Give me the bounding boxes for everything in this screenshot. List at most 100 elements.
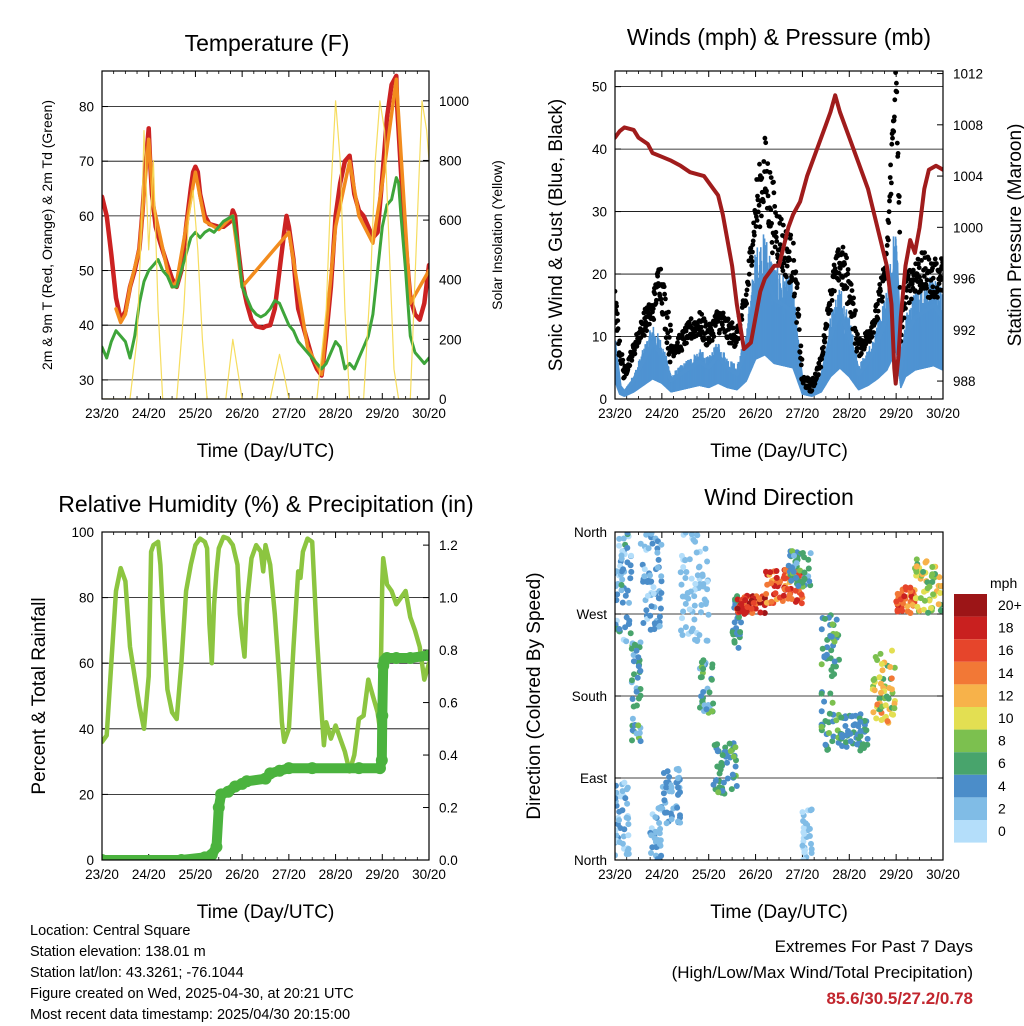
direction-point <box>924 585 931 592</box>
colorbar: mph 20+ 18 16 14 12 10 8 6 4 2 0 <box>954 575 1022 843</box>
gust-point <box>887 198 892 204</box>
gust-point <box>754 218 760 223</box>
direction-point <box>692 538 699 545</box>
direction-point <box>871 676 878 682</box>
direction-point <box>891 664 898 671</box>
gust-point <box>822 339 828 345</box>
y-tick-label: 100 <box>71 525 94 540</box>
gust-point <box>827 302 833 307</box>
series-relative-humidity <box>102 534 429 774</box>
direction-point <box>637 639 644 646</box>
y-tick-right-label: 0.4 <box>439 748 458 763</box>
direction-point <box>843 743 850 750</box>
gust-point <box>709 338 715 343</box>
gust-point <box>884 243 890 248</box>
precip-point <box>376 709 389 722</box>
gust-point <box>751 220 756 226</box>
colorbar-label: 4 <box>998 778 1006 794</box>
colorbar-swatch <box>954 820 987 843</box>
gust-point <box>764 188 769 194</box>
direction-point <box>857 728 864 734</box>
gust-point <box>886 209 892 215</box>
gust-point <box>921 274 927 279</box>
direction-point <box>818 723 825 730</box>
gust-point <box>859 351 864 356</box>
direction-point <box>627 630 634 637</box>
direction-point <box>705 611 712 618</box>
direction-point <box>666 774 673 780</box>
direction-point <box>722 744 729 751</box>
direction-point <box>663 820 670 827</box>
direction-point <box>864 741 871 748</box>
direction-point <box>801 554 808 561</box>
direction-point <box>616 626 623 632</box>
direction-point <box>795 583 802 589</box>
gust-point <box>875 308 881 314</box>
y-tick-label: North <box>574 853 607 868</box>
direction-point <box>619 788 626 795</box>
direction-point <box>662 809 668 816</box>
plot-area <box>102 534 429 860</box>
direction-point <box>698 674 705 681</box>
gust-point <box>619 352 625 357</box>
direction-point <box>633 688 640 695</box>
gust-point <box>765 193 771 199</box>
direction-point <box>616 808 623 815</box>
direction-point <box>688 628 695 635</box>
gust-point <box>765 161 771 167</box>
gust-point <box>746 271 752 277</box>
direction-point <box>863 727 870 734</box>
direction-point <box>731 638 738 644</box>
gust-point <box>627 363 633 368</box>
direction-point <box>902 584 909 591</box>
direction-point <box>686 556 693 563</box>
precip-point <box>212 801 225 814</box>
direction-point <box>643 532 650 538</box>
extremes-title: Extremes For Past 7 Days <box>774 937 973 956</box>
extremes-subtitle: (High/Low/Max Wind/Total Precipitation) <box>671 963 973 982</box>
gust-point <box>617 338 623 344</box>
colorbar-label: 10 <box>998 710 1014 726</box>
direction-point <box>616 839 623 846</box>
gust-point <box>910 267 916 273</box>
x-tick-label: 25/20 <box>179 406 213 421</box>
direction-point <box>655 556 662 563</box>
y-tick-label: 0 <box>599 392 607 407</box>
gust-point <box>662 291 667 297</box>
direction-point <box>937 590 943 596</box>
direction-point <box>727 748 734 755</box>
direction-point <box>831 638 838 645</box>
y-tick-right-label: 1008 <box>953 118 983 133</box>
direction-point <box>679 632 686 638</box>
gust-point <box>878 288 883 294</box>
direction-point <box>833 717 840 724</box>
direction-point <box>615 568 620 575</box>
direction-point <box>637 667 644 674</box>
gust-point <box>894 89 900 95</box>
direction-point <box>878 689 884 696</box>
gust-point <box>903 306 908 311</box>
colorbar-label: 0 <box>998 823 1006 839</box>
direction-point <box>652 828 659 835</box>
direction-point <box>799 842 806 849</box>
direction-point <box>635 654 642 661</box>
gust-point <box>698 324 704 330</box>
gust-point <box>629 358 635 363</box>
direction-point <box>654 549 661 556</box>
y-tick-label: 50 <box>79 264 94 279</box>
direction-point <box>921 597 928 604</box>
plot-area <box>102 73 429 399</box>
direction-point <box>700 581 707 587</box>
gust-point <box>667 359 673 365</box>
x-axis-label: Time (Day/UTC) <box>197 441 335 462</box>
gust-point <box>930 275 936 281</box>
latest-timestamp: Most recent data timestamp: 2025/04/30 2… <box>30 1007 351 1023</box>
direction-point <box>714 748 721 755</box>
gust-point <box>778 216 784 222</box>
gust-point <box>796 312 802 318</box>
x-tick-label: 26/20 <box>225 867 259 882</box>
gust-point <box>886 220 892 226</box>
x-tick-label: 26/20 <box>225 406 259 421</box>
direction-point <box>641 573 648 580</box>
colorbar-swatch <box>954 594 987 617</box>
